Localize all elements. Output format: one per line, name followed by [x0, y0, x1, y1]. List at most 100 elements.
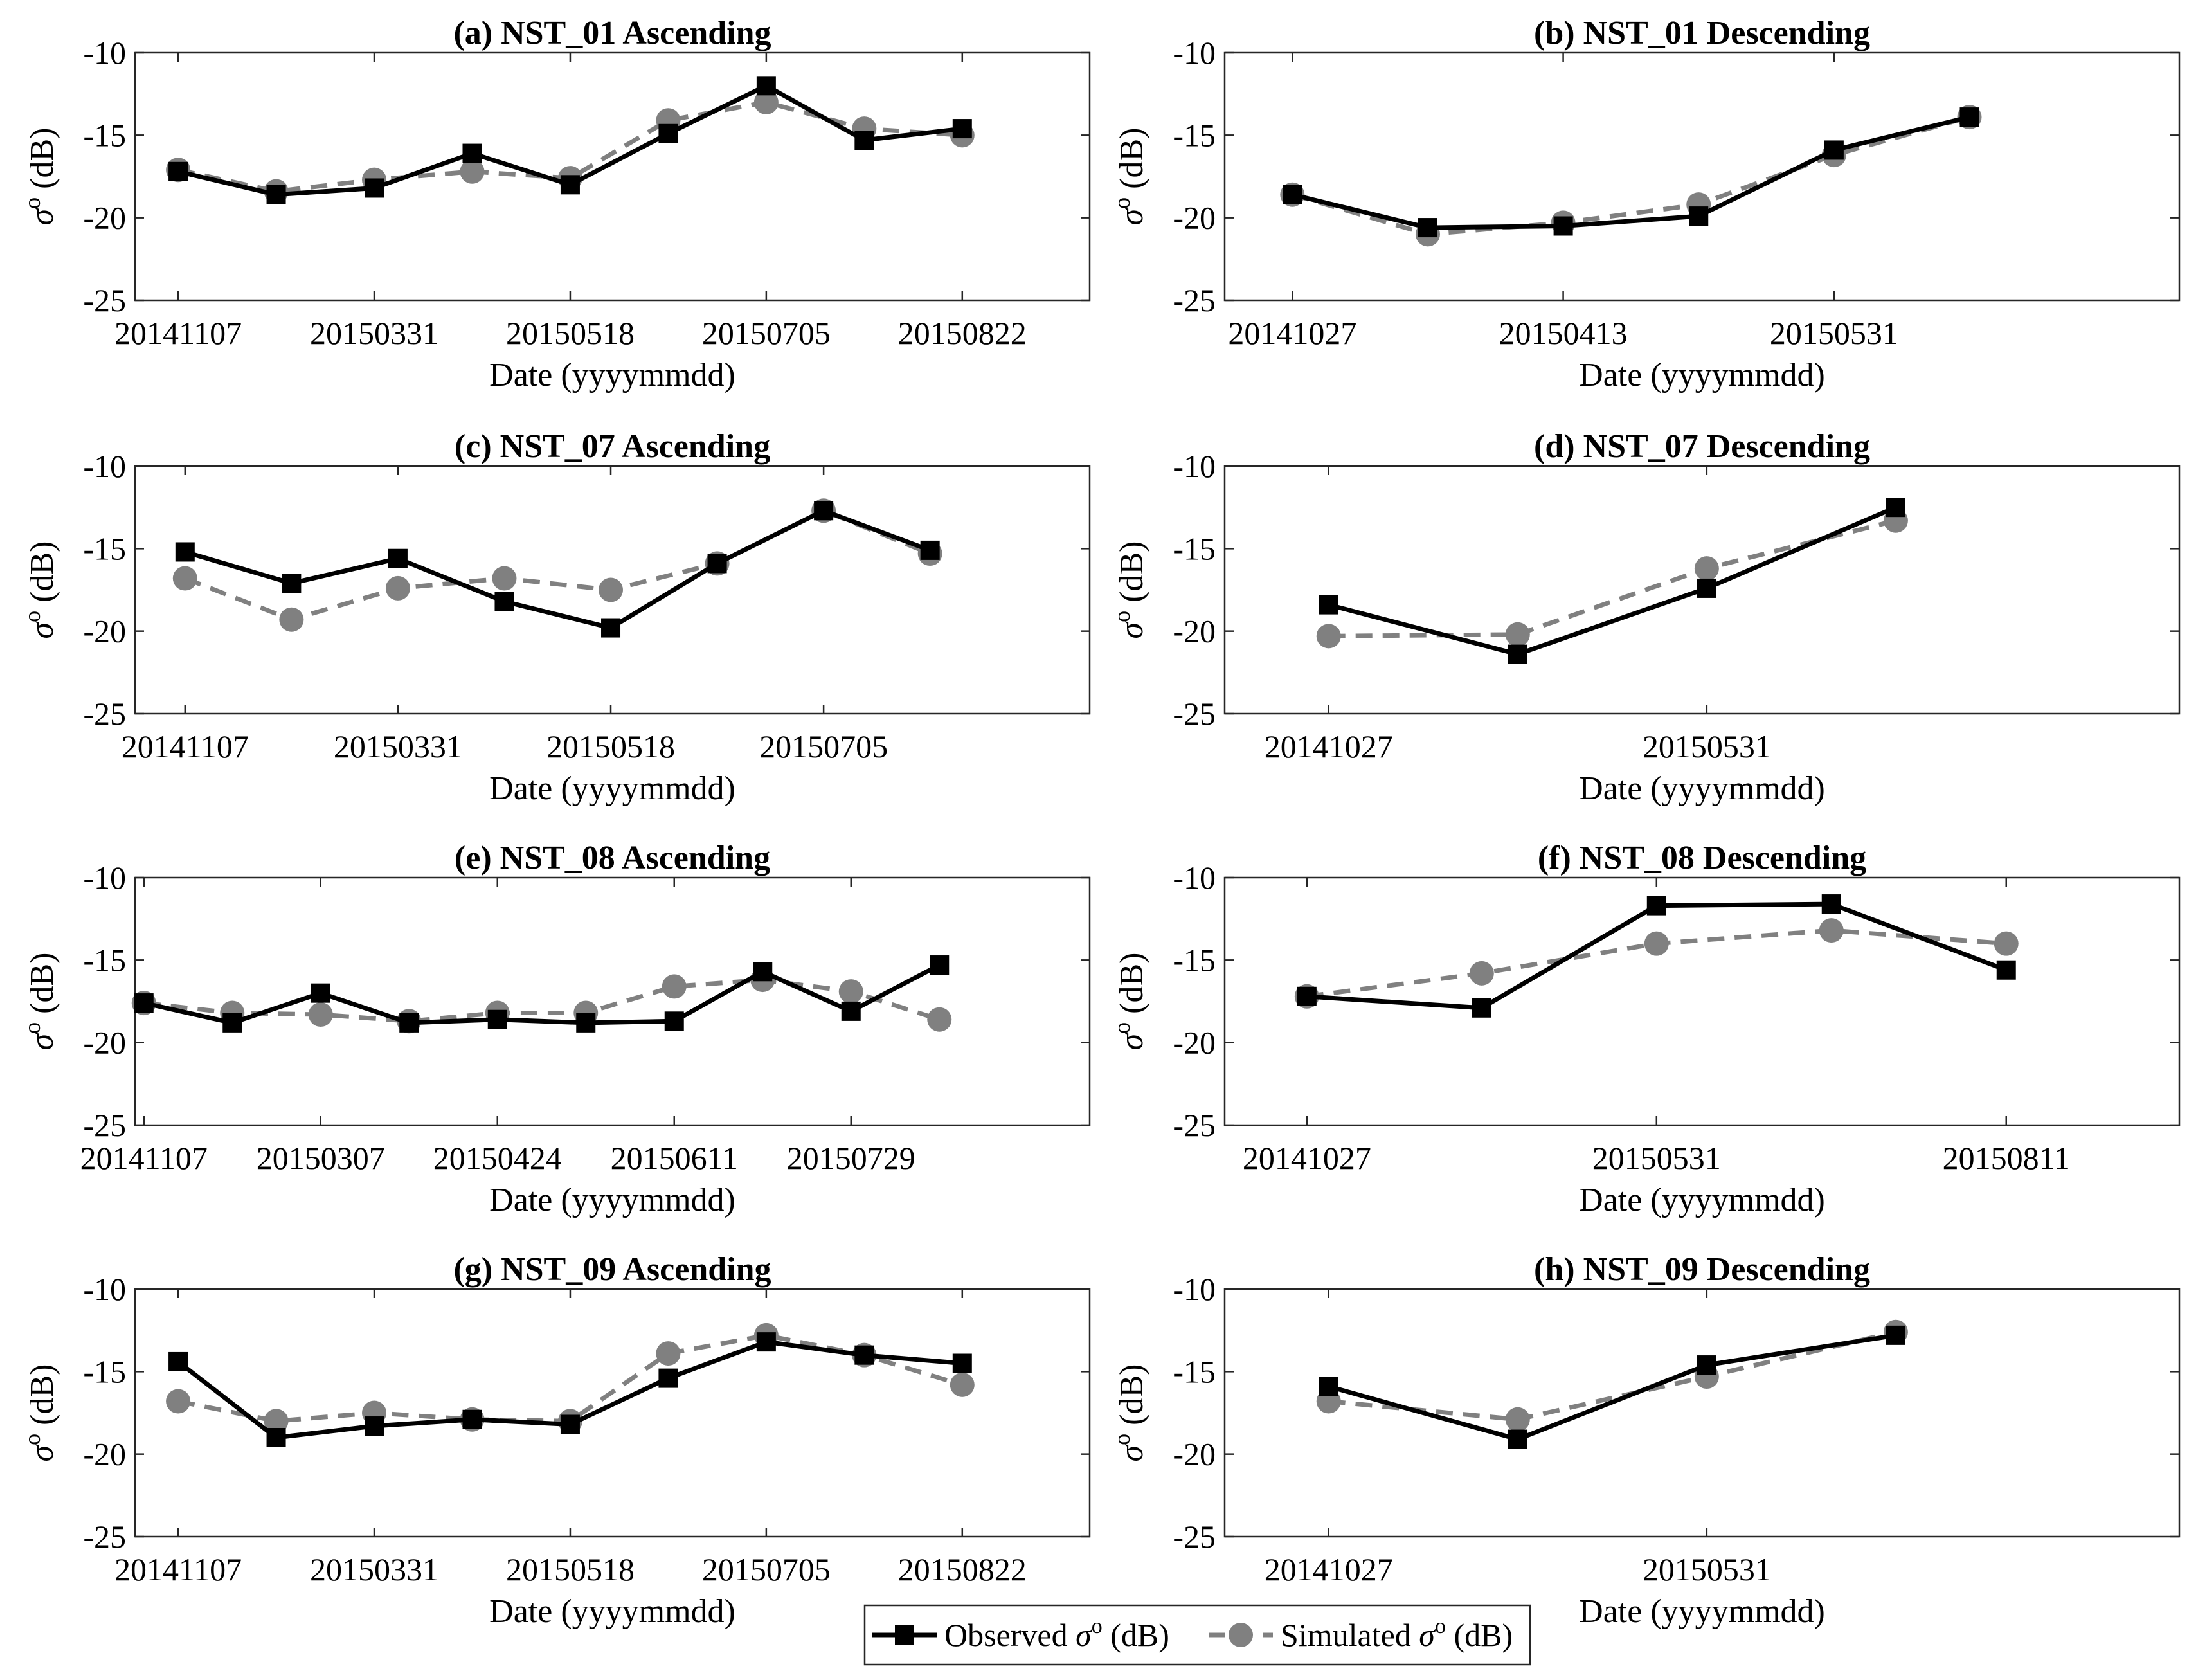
x-tick-label: 20141027: [1265, 728, 1393, 764]
observed-point: [756, 76, 776, 96]
legend-marker-square: [895, 1625, 914, 1645]
y-tick-label: -25: [83, 1519, 126, 1555]
x-tick-label: 20150531: [1643, 728, 1771, 764]
series-line-observed: [1328, 505, 1897, 657]
y-axis-label: σo (dB): [19, 1364, 60, 1462]
series-line-simulated: [1328, 1330, 1896, 1422]
simulated-point: [279, 607, 304, 632]
observed-point: [756, 1332, 776, 1352]
axes-box: [1223, 51, 2181, 302]
y-axis-label: σo (dB): [1109, 953, 1150, 1051]
x-axis-label: Date (yyyymmdd): [489, 770, 735, 807]
observed-point: [854, 131, 874, 150]
observed-point: [1319, 1377, 1338, 1396]
y-tick-label: -15: [83, 530, 126, 566]
observed-point: [707, 554, 727, 574]
series-line-observed: [184, 508, 931, 630]
observed-point: [560, 175, 580, 195]
x-tick-label: 20141107: [114, 315, 242, 351]
observed-point: [399, 1013, 419, 1033]
subplot-a: (a) NST_01 Ascending -10 -15 -20 -2520141107…: [19, 15, 1091, 393]
simulated-point: [1505, 1407, 1530, 1432]
observed-point: [365, 1416, 384, 1436]
y-tick-label: -25: [1173, 696, 1216, 732]
observed-point: [1553, 216, 1573, 236]
x-axis-label: Date (yyyymmdd): [489, 1182, 735, 1218]
subplot-title: (h) NST_09 Descending: [1534, 1251, 1870, 1288]
series-line-simulated: [1292, 114, 1970, 237]
simulated-point: [1469, 961, 1494, 986]
x-tick-label: 20150518: [546, 728, 675, 764]
y-tick-label: -25: [83, 282, 126, 318]
x-tick-label: 20150331: [310, 315, 438, 351]
y-tick-label: -25: [1173, 1107, 1216, 1143]
observed-point: [311, 983, 330, 1003]
x-tick-label: 20150518: [506, 1551, 635, 1587]
y-axis-label: σo (dB): [19, 953, 60, 1051]
observed-point: [266, 185, 286, 204]
simulated-point: [492, 566, 517, 591]
observed-point: [1959, 107, 1979, 127]
x-tick-label: 20150705: [702, 1551, 831, 1587]
legend-box: [863, 1604, 1531, 1666]
series-line-simulated: [184, 508, 932, 622]
observed-point: [175, 542, 195, 562]
series-line-simulated: [1328, 518, 1896, 638]
y-tick-label: -20: [1173, 1436, 1216, 1472]
observed-point: [365, 178, 384, 198]
simulated-point: [460, 159, 485, 184]
observed-point: [487, 1009, 507, 1029]
x-tick-label: 20150705: [759, 728, 888, 764]
y-tick-label: -10: [1173, 860, 1216, 896]
y-tick-label: -15: [1173, 530, 1216, 566]
observed-point: [1697, 578, 1716, 598]
y-axis-label: σo (dB): [1109, 128, 1150, 226]
x-axis-label: Date (yyyymmdd): [1579, 357, 1825, 393]
observed-point: [222, 1013, 242, 1033]
y-axis-label: σo (dB): [1109, 1364, 1150, 1462]
simulated-point: [264, 1409, 289, 1434]
observed-point: [1472, 998, 1491, 1018]
x-tick-label: 20150331: [334, 728, 462, 764]
observed-point: [560, 1414, 580, 1434]
subplot-f: (f) NST_08 Descending -10 -15 -20 -25 2014102…: [1109, 840, 2181, 1218]
y-tick-label: -25: [1173, 1519, 1216, 1555]
subplot-title: (f) NST_08 Descending: [1538, 840, 1866, 876]
x-tick-label: 20150413: [1499, 315, 1628, 351]
subplot-title: (e) NST_08 Ascending: [455, 840, 770, 876]
y-axis-label: σo (dB): [19, 128, 60, 226]
simulated-point: [1505, 622, 1530, 647]
y-tick-label: -10: [83, 1271, 126, 1307]
simulated-point: [308, 1002, 333, 1027]
observed-point: [1996, 960, 2016, 980]
legend: Observed σo (dB) Simulated σo (dB): [863, 1604, 1531, 1666]
x-tick-label: 20141027: [1243, 1140, 1371, 1176]
simulated-point: [172, 566, 197, 591]
x-tick-label: 20150531: [1592, 1140, 1721, 1176]
y-tick-label: -15: [1173, 942, 1216, 978]
x-axis-label: Date (yyyymmdd): [489, 1593, 735, 1630]
observed-point: [952, 119, 972, 139]
y-tick-label: -15: [83, 117, 126, 153]
y-tick-label: -20: [1173, 1025, 1216, 1061]
observed-point: [601, 618, 621, 638]
observed-point: [576, 1013, 596, 1033]
series-line-observed: [1292, 114, 1970, 230]
observed-point: [1297, 986, 1317, 1006]
x-tick-label: 20141107: [122, 728, 249, 764]
observed-point: [1821, 894, 1841, 914]
x-tick-label: 20150307: [257, 1140, 385, 1176]
y-tick-label: -20: [83, 613, 126, 649]
subplot-g: (g) NST_09 Ascending -10 -15 -20 -2520141107…: [19, 1251, 1091, 1630]
x-tick-label: 20150424: [433, 1140, 562, 1176]
observed-point: [920, 540, 940, 560]
simulated-point: [950, 1372, 975, 1397]
observed-point: [658, 1368, 678, 1388]
observed-point: [462, 143, 482, 163]
simulated-point: [385, 575, 410, 601]
simulated-point: [1819, 918, 1844, 943]
observed-point: [1646, 896, 1666, 916]
subplot-c: (c) NST_07 Ascending -10 -15 -20 -2520141107…: [19, 428, 1091, 807]
observed-point: [952, 1353, 972, 1373]
